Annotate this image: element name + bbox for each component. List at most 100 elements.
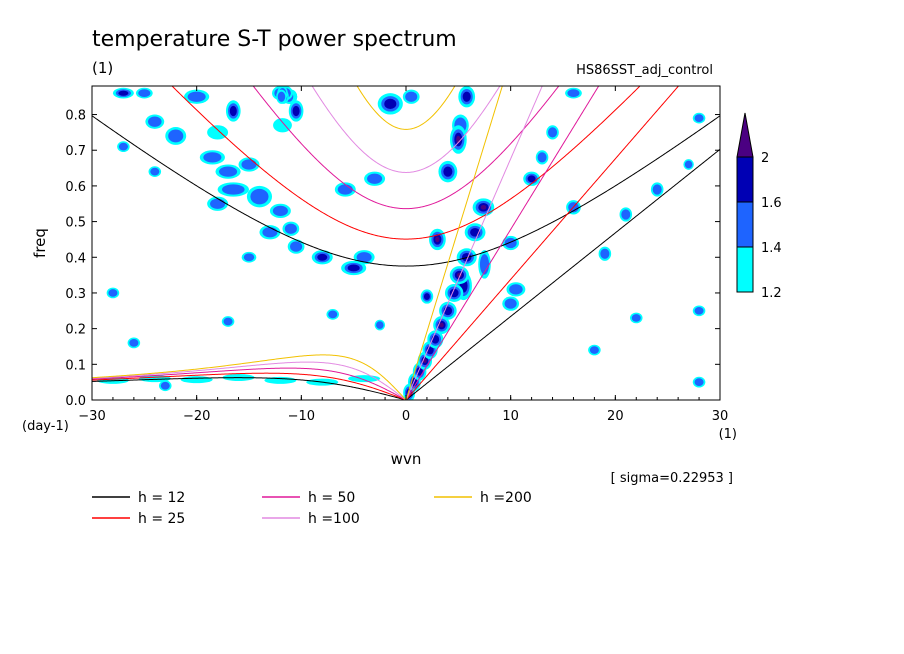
- contour-patch-32-inner: [367, 173, 383, 184]
- contour-patch-58-inner: [108, 289, 118, 297]
- kelvin-ridge-patch-6-peak: [439, 322, 444, 328]
- gravity-curve-h25: [171, 86, 641, 240]
- contour-patch-46-inner: [548, 127, 558, 138]
- kelvin-curve-h25: [405, 86, 680, 400]
- dispersion-curves: [92, 86, 720, 400]
- contour-patch-25-inner: [262, 227, 278, 238]
- y-tick-label: 0.8: [65, 109, 86, 124]
- contour-patch-55-inner: [684, 160, 693, 169]
- y-tick-label: 0.1: [65, 358, 86, 373]
- x-tick-label: 30: [712, 409, 729, 424]
- rossby-curve-h12: [92, 377, 408, 400]
- x-tick-label: 0: [402, 409, 410, 424]
- contour-patch-31-inner: [337, 184, 353, 195]
- contour-patch-0-core: [118, 90, 129, 96]
- contour-patch-65-inner: [631, 314, 641, 322]
- contour-patch-59-inner: [129, 339, 139, 347]
- colorbar-segment: [736, 246, 754, 293]
- y-axis-label: freq: [31, 228, 49, 258]
- low-band-patch-2: [180, 376, 213, 384]
- rossby-curve-h100: [92, 361, 407, 400]
- contour-fill: [96, 86, 706, 400]
- legend-label: h = 25: [138, 511, 185, 527]
- contour-patch-38-core: [443, 166, 453, 177]
- contour-patch-64-inner: [376, 321, 384, 329]
- contour-patch-42-inner: [479, 254, 490, 275]
- contour-patch-67-inner: [589, 346, 599, 354]
- gravity-curve-h100: [311, 86, 501, 173]
- colorbar-label: 1.2: [761, 286, 782, 301]
- contour-patch-43-inner: [504, 237, 517, 249]
- x-tick-label: −30: [78, 409, 105, 424]
- contour-patch-2-inner: [187, 91, 206, 102]
- y-tick-label: 0.7: [65, 144, 86, 159]
- contour-patch-22-inner: [210, 198, 226, 209]
- x-axis-ticks: −30 −20 −10 0 10 20 30: [78, 86, 728, 424]
- contour-patch-47-inner: [567, 89, 580, 97]
- contour-patch-53-inner: [652, 184, 662, 195]
- contour-patch-5: [207, 125, 229, 140]
- contour-patch-51-inner: [600, 248, 610, 259]
- contour-patch-30-inner: [356, 252, 372, 263]
- contour-patch-44-core: [527, 175, 536, 183]
- x-tick-label: −20: [183, 409, 210, 424]
- contour-patch-24-inner: [272, 205, 288, 217]
- rossby-curve-h25: [92, 372, 408, 400]
- y-tick-label: 0.2: [65, 323, 86, 338]
- contour-patch-66-inner: [694, 306, 704, 315]
- plot-background: [92, 86, 720, 400]
- contour-patch-62-inner: [223, 317, 233, 326]
- contour-patch-26-inner: [284, 223, 297, 234]
- y-axis-ticks: 0.0 0.1 0.2 0.3 0.4 0.5 0.6 0.7 0.8: [65, 109, 720, 409]
- contour-patch-18-inner: [203, 152, 222, 163]
- y-tick-label: 0.4: [65, 251, 86, 266]
- contour-patch-49-inner: [509, 284, 523, 295]
- rossby-curve-h200: [92, 354, 407, 400]
- y-tick-label: 0.5: [65, 216, 86, 231]
- contour-patch-54-inner: [694, 114, 704, 122]
- contour-patch-16-core: [292, 105, 300, 117]
- contour-patch-39-peak: [435, 236, 440, 243]
- kelvin-curve-h12: [405, 148, 720, 400]
- contour-patch-50-inner: [504, 298, 517, 309]
- kelvin-ridge-patch-12-peak: [480, 204, 487, 210]
- contour-patch-3-inner: [148, 116, 162, 127]
- colorbar-extension: [736, 112, 754, 158]
- contour-patch-17: [273, 118, 292, 133]
- contour-patch-29-core: [347, 264, 360, 272]
- contour-patch-1-inner: [138, 89, 151, 97]
- rossby-curve-h50: [92, 367, 408, 400]
- gravity-curve-h12: [92, 115, 720, 267]
- x-axis-label: wvn: [391, 450, 422, 468]
- colorbar: 2 1.6 1.4 1.2: [736, 112, 782, 301]
- y-tick-label: 0.3: [65, 287, 86, 302]
- contour-patch-4-inner: [168, 129, 184, 143]
- colorbar-segment: [736, 201, 754, 248]
- contour-patch-40-core: [423, 293, 430, 300]
- colorbar-label: 1.6: [761, 196, 782, 211]
- contour-patch-20-inner: [241, 159, 257, 170]
- y-tick-label: 0.6: [65, 180, 86, 195]
- contour-patch-61-inner: [243, 253, 255, 262]
- x-tick-label: −10: [288, 409, 315, 424]
- contour-patch-63-inner: [328, 310, 338, 319]
- title-unit: (1): [92, 59, 113, 77]
- contour-patch-57-inner: [118, 142, 128, 151]
- chart-title: temperature S-T power spectrum: [92, 27, 457, 52]
- gravity-curve-h50: [252, 86, 560, 210]
- colorbar-segment: [736, 156, 754, 203]
- contour-patch-28-core: [317, 253, 328, 261]
- contour-patch-19-inner: [219, 166, 238, 177]
- kelvin-curve-h50: [405, 86, 600, 400]
- legend-label: h =100: [308, 511, 360, 527]
- kelvin-curve-h200: [405, 86, 503, 400]
- y-tick-label: 0.0: [65, 394, 86, 409]
- contour-patch-6-core: [229, 105, 237, 117]
- contour-patch-21-inner: [221, 184, 245, 195]
- colorbar-label: 2: [761, 151, 769, 166]
- gravity-curve-h200: [356, 86, 456, 130]
- contour-patch-60-inner: [160, 381, 170, 390]
- contour-patch-45-inner: [537, 152, 547, 163]
- contour-patch-15-inner: [277, 91, 286, 102]
